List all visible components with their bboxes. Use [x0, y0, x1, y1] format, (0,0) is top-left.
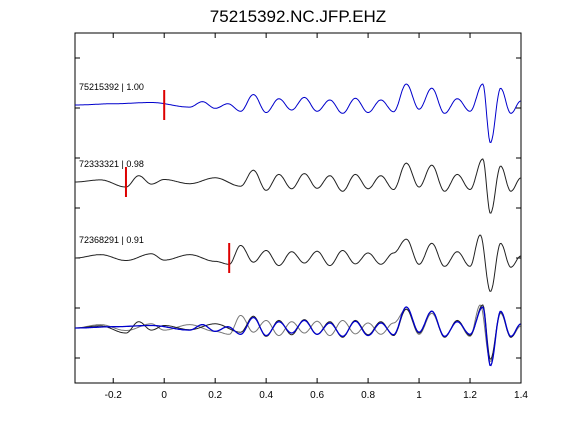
trace-3-line	[75, 234, 521, 292]
x-tick-label: 0.2	[208, 390, 222, 401]
trace-2-label: 72333321 | 0.98	[79, 159, 144, 169]
x-tick-label: 1.2	[463, 390, 477, 401]
x-tick-label: 0	[161, 390, 167, 401]
x-tick-label: 1.4	[514, 390, 528, 401]
x-tick-label: -0.2	[105, 390, 123, 401]
x-tick-label: 0.6	[310, 390, 324, 401]
overlay-trace-2-line	[75, 304, 521, 360]
trace-3-label: 72368291 | 0.91	[79, 235, 144, 245]
traces-layer: 75215392 | 1.00 72333321 | 0.98 72368291 |…	[75, 82, 521, 367]
x-tick-label: 0.8	[361, 390, 375, 401]
x-tick-label: 0.4	[259, 390, 273, 401]
overlay-trace-1-line	[75, 306, 521, 367]
x-tick-label: 1	[416, 390, 422, 401]
trace-2-line	[75, 158, 521, 214]
axis-ticks: -0.2 0 0.2 0.4 0.6 0.8 1 1.2 1.4	[75, 33, 528, 401]
chart-title: 75215392.NC.JFP.EHZ	[210, 7, 386, 26]
overlay-trace-3-line	[75, 304, 521, 362]
trace-1-label: 75215392 | 1.00	[79, 82, 144, 92]
trace-1-line	[75, 83, 521, 144]
